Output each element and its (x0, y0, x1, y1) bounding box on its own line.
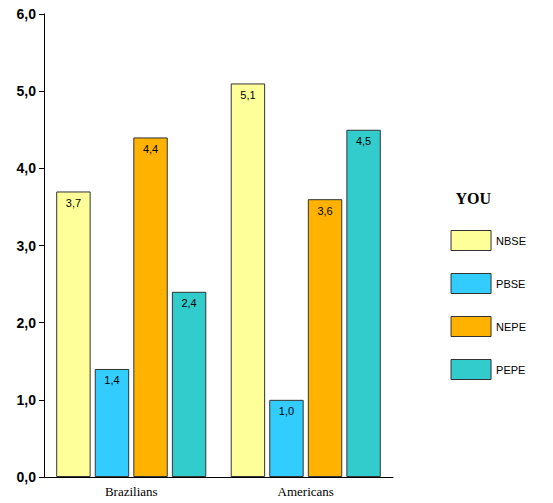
svg-text:6,0: 6,0 (17, 6, 37, 22)
svg-text:5,0: 5,0 (17, 83, 37, 99)
svg-text:PEPE: PEPE (496, 364, 525, 376)
svg-text:4,0: 4,0 (17, 160, 37, 176)
svg-text:NEPE: NEPE (496, 321, 526, 333)
svg-text:4,5: 4,5 (356, 135, 371, 147)
svg-text:1,0: 1,0 (17, 392, 37, 408)
svg-text:Americans: Americans (278, 484, 334, 499)
svg-text:PBSE: PBSE (496, 278, 525, 290)
svg-text:1,4: 1,4 (104, 374, 119, 386)
svg-text:2,0: 2,0 (17, 315, 37, 331)
svg-text:5,1: 5,1 (240, 89, 255, 101)
svg-text:YOU: YOU (455, 190, 491, 207)
svg-text:3,0: 3,0 (17, 238, 37, 254)
svg-text:Brazilians: Brazilians (105, 484, 158, 499)
svg-text:3,7: 3,7 (66, 197, 81, 209)
svg-text:3,6: 3,6 (317, 205, 332, 217)
svg-text:1,0: 1,0 (279, 405, 294, 417)
svg-text:NBSE: NBSE (496, 235, 526, 247)
svg-text:0,0: 0,0 (17, 469, 37, 485)
svg-text:4,4: 4,4 (143, 143, 158, 155)
svg-text:2,4: 2,4 (181, 297, 196, 309)
